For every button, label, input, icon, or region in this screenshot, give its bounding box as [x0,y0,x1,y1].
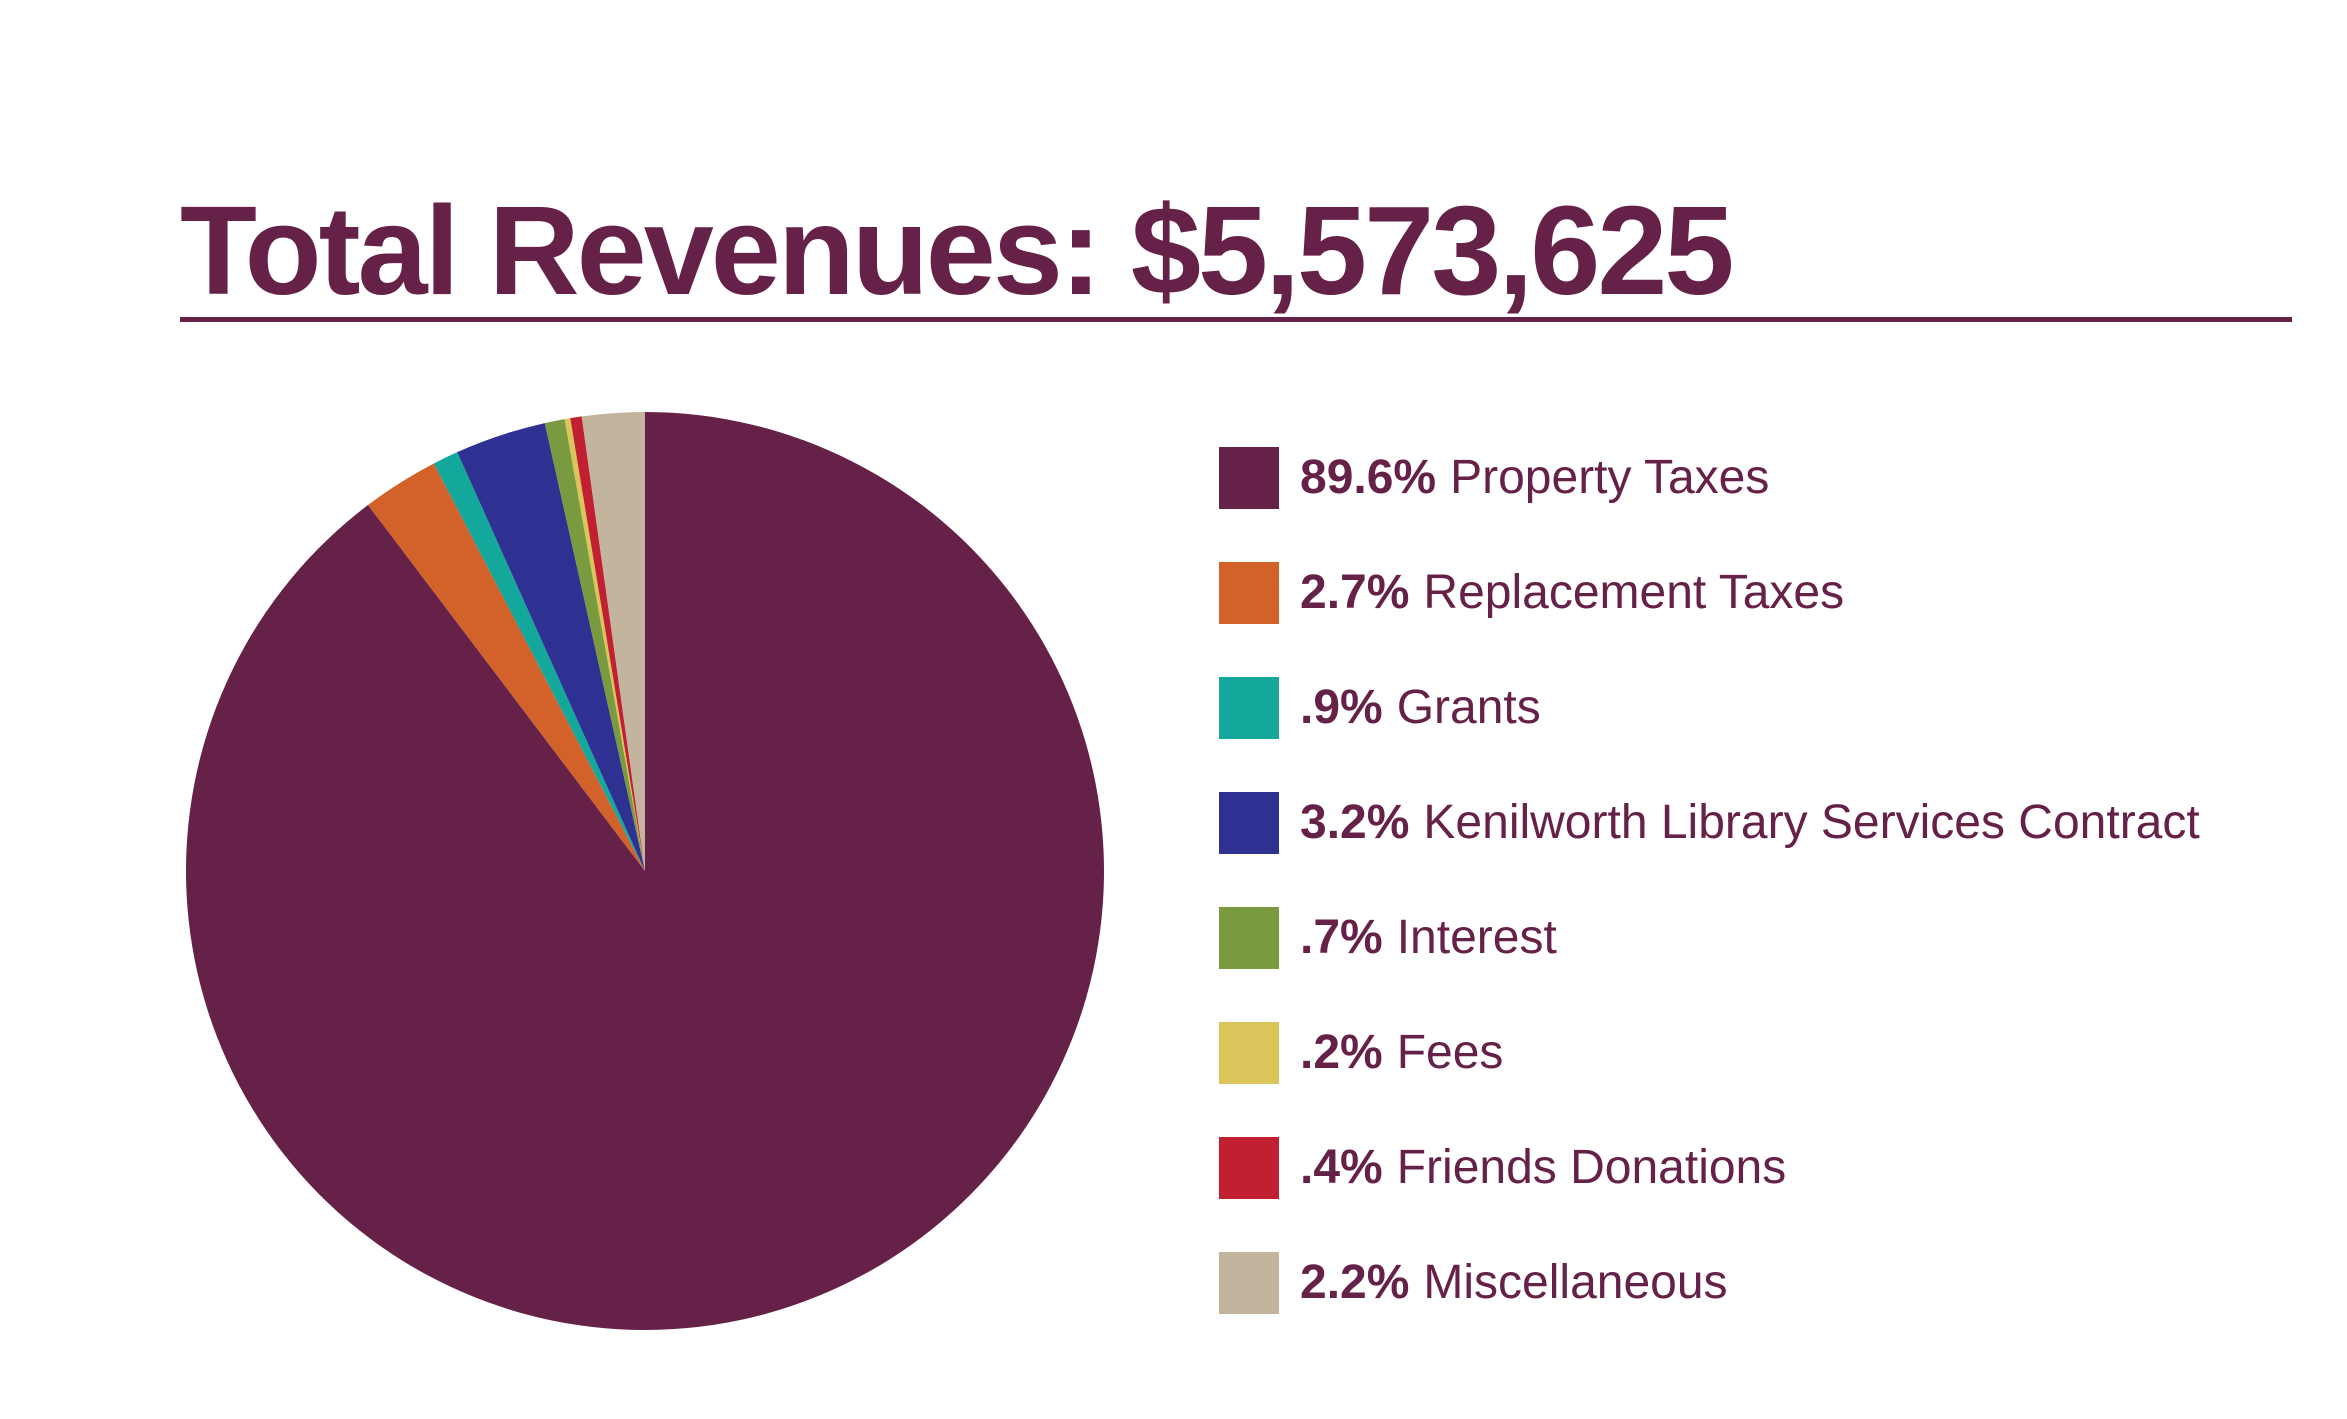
legend-swatch [1219,1252,1279,1314]
legend-item-4: .7% Interest [1219,907,2200,969]
pie-slice-4 [544,419,645,871]
legend: 89.6% Property Taxes 2.7% Replacement Taxe… [1219,447,2200,1367]
legend-percent: .9% [1300,681,1383,734]
pie-slice-2 [433,452,645,871]
legend-swatch [1219,447,1279,509]
legend-percent: .7% [1300,911,1383,964]
legend-text: 3.2% Kenilworth Library Services Contract [1300,799,2200,847]
legend-text: .9% Grants [1300,684,1541,732]
title-underline [180,317,2292,322]
legend-label: Grants [1396,681,1541,734]
legend-label: Kenilworth Library Services Contract [1423,796,2200,849]
pie-slice-1 [368,463,645,871]
legend-label: Miscellaneous [1423,1256,1728,1309]
legend-item-3: 3.2% Kenilworth Library Services Contract [1219,792,2200,854]
pie-slice-0 [186,412,1104,1330]
legend-percent: 2.2% [1300,1256,1410,1309]
legend-item-2: .9% Grants [1219,677,2200,739]
legend-text: 89.6% Property Taxes [1300,454,1769,502]
legend-label: Property Taxes [1450,451,1770,504]
pie-slice-3 [457,423,645,871]
legend-swatch [1219,792,1279,854]
page-title: Total Revenues: $5,573,625 [180,180,1735,321]
legend-percent: .4% [1300,1141,1383,1194]
legend-item-5: .2% Fees [1219,1022,2200,1084]
legend-item-7: 2.2% Miscellaneous [1219,1252,2200,1314]
legend-swatch [1219,907,1279,969]
legend-item-6: .4% Friends Donations [1219,1137,2200,1199]
pie-chart [186,412,1104,1330]
legend-label: Replacement Taxes [1423,566,1845,619]
legend-swatch [1219,562,1279,624]
legend-label: Interest [1396,911,1557,964]
pie-slice-6 [570,416,645,871]
pie-slice-5 [564,418,645,871]
legend-text: .4% Friends Donations [1300,1144,1786,1192]
legend-text: 2.2% Miscellaneous [1300,1259,1728,1307]
legend-swatch [1219,1137,1279,1199]
legend-percent: 3.2% [1300,796,1410,849]
legend-text: .2% Fees [1300,1029,1503,1077]
legend-item-0: 89.6% Property Taxes [1219,447,2200,509]
legend-item-1: 2.7% Replacement Taxes [1219,562,2200,624]
pie-slice-7 [581,412,645,871]
legend-percent: 89.6% [1300,451,1437,504]
legend-text: 2.7% Replacement Taxes [1300,569,1844,617]
legend-swatch [1219,1022,1279,1084]
legend-label: Friends Donations [1396,1141,1787,1194]
legend-percent: 2.7% [1300,566,1410,619]
legend-text: .7% Interest [1300,914,1557,962]
legend-label: Fees [1396,1026,1504,1079]
legend-percent: .2% [1300,1026,1383,1079]
legend-swatch [1219,677,1279,739]
